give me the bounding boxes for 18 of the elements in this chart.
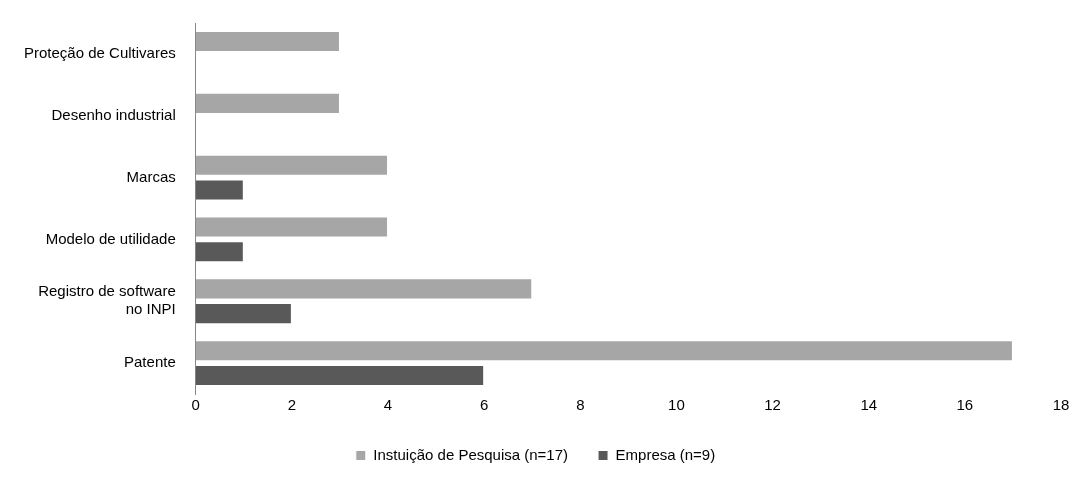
y-tick-label: Registro de software no INPI [38,282,176,318]
legend-label: Instuição de Pesquisa (n=17) [373,445,569,463]
x-tick-label: 4 [383,396,393,414]
x-tick-label: 0 [191,396,200,414]
y-tick-label: Marcas [126,167,176,185]
y-tick-label: Modelo de utilidade [45,229,176,247]
x-tick-label: 10 [668,396,685,414]
x-tick-label: 8 [576,396,585,414]
y-tick-label: Proteção de Cultivares [23,44,176,62]
x-tick-label: 6 [479,396,489,414]
y-tick-label: Patente [124,353,176,371]
x-tick-label: 16 [956,396,974,414]
y-tick-label: Desenho industrial [51,105,176,123]
x-tick-label: 2 [287,396,297,414]
x-tick-label: 12 [764,396,781,414]
legend-label: Empresa (n=9) [615,445,716,463]
x-tick-label: 14 [860,396,878,414]
x-tick-label: 18 [1052,396,1070,414]
